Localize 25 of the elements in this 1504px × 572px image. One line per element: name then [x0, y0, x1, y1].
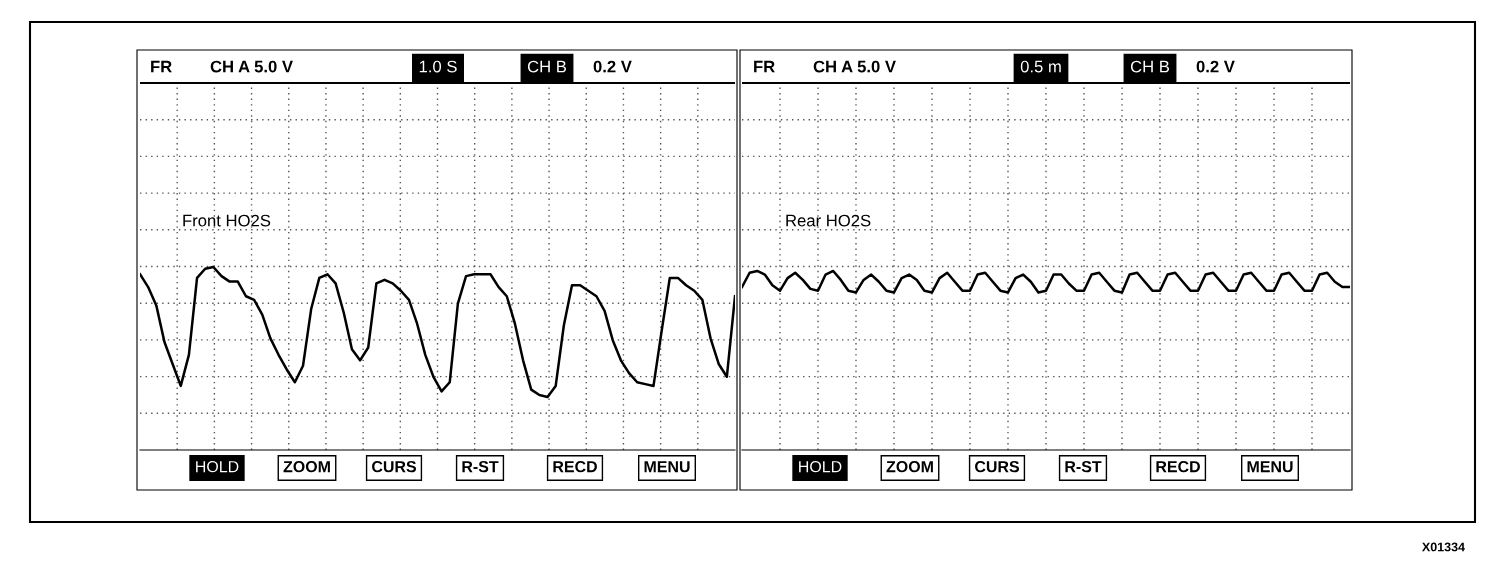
- text: RECD: [553, 460, 597, 473]
- text: CH A 5.0 V: [813, 60, 896, 73]
- text: CH B: [527, 60, 567, 73]
- text: HOLD: [799, 460, 842, 473]
- text: 0.5 m: [1020, 60, 1061, 73]
- text: 0.2 V: [1196, 60, 1235, 73]
- text: FR: [151, 60, 172, 73]
- text: 1.0 S: [419, 60, 457, 73]
- text: CURS: [975, 460, 1019, 473]
- text: R-ST: [462, 460, 499, 473]
- text: 0.2 V: [593, 60, 632, 73]
- text: FR: [754, 60, 775, 73]
- text: HOLD: [196, 460, 239, 473]
- text: X01334: [1422, 542, 1465, 552]
- text: CH A 5.0 V: [210, 60, 293, 73]
- text: MENU: [644, 461, 690, 473]
- text: RECD: [1156, 460, 1200, 473]
- text: R-ST: [1065, 460, 1102, 473]
- text: MENU: [1247, 461, 1293, 473]
- text: Front HO2S: [183, 214, 271, 227]
- text: ZOOM: [283, 460, 330, 473]
- text: CH B: [1130, 60, 1170, 73]
- text: Rear HO2S: [786, 214, 871, 227]
- text: ZOOM: [886, 460, 933, 473]
- text: CURS: [372, 460, 416, 473]
